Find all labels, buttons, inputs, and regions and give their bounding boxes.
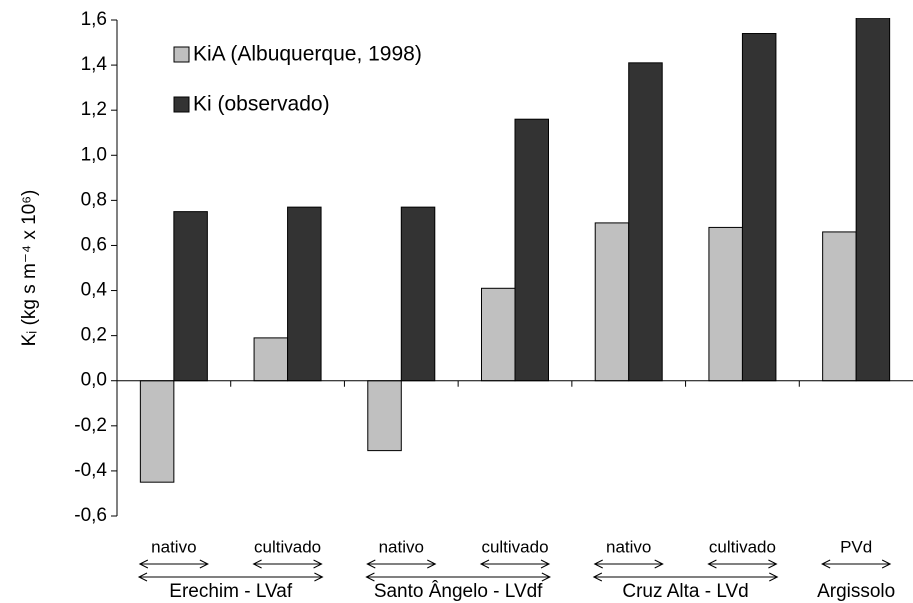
y-tick-label: 1,0 [81, 144, 107, 165]
bar [708, 226, 743, 382]
bar [594, 222, 630, 382]
x-tick-label: PVd [840, 537, 872, 556]
group-label: Argissolo [817, 581, 895, 602]
arrow-head [365, 572, 375, 582]
bar [367, 380, 402, 452]
bar [628, 62, 663, 382]
arrow-head [654, 559, 664, 569]
y-tick-label: 1,4 [81, 54, 108, 75]
arrow-head [137, 572, 148, 582]
arrow-head [769, 572, 779, 582]
group-label: Cruz Alta - LVd [622, 581, 748, 602]
arrow-head [479, 559, 490, 569]
arrow-head [138, 559, 149, 569]
arrow-head [252, 559, 262, 569]
x-tick-label: cultivado [254, 537, 321, 556]
bar [481, 287, 516, 382]
legend-label: KiA (Albuquerque, 1998) [193, 43, 422, 66]
bar [855, 18, 891, 382]
arrow-head [314, 572, 324, 582]
plot-area [139, 18, 891, 483]
bar [822, 231, 857, 382]
y-tick-label: 0,0 [81, 370, 107, 391]
y-tick-label: -0,2 [74, 415, 107, 436]
arrow-head [881, 559, 892, 569]
arrow-head [821, 559, 831, 569]
x-tick-label: nativo [379, 537, 424, 556]
x-tick-label: cultivado [481, 537, 548, 556]
arrow-head [593, 559, 603, 569]
y-tick-label: 0,4 [81, 280, 108, 301]
x-tick-label: nativo [151, 537, 196, 556]
arrow-head [313, 559, 323, 569]
y-tick-label: 1,2 [81, 99, 107, 120]
bar [400, 206, 436, 382]
x-tick-label: nativo [606, 537, 651, 556]
legend-swatch [173, 96, 190, 113]
arrow-head [199, 559, 209, 569]
group-label: Santo Ângelo - LVdf [374, 580, 543, 602]
legend-swatch [173, 46, 190, 63]
y-tick-label: -0,4 [74, 460, 107, 481]
bar [139, 380, 175, 483]
legend-label: Ki (observado) [193, 93, 330, 116]
arrow-head [768, 559, 778, 569]
y-tick-label: 1,6 [81, 9, 107, 30]
y-tick-label: -0,6 [74, 505, 107, 526]
group-label: Erechim - LVaf [169, 581, 293, 602]
arrow-head [541, 572, 551, 582]
bar [514, 118, 549, 382]
y-tick-label: 0,8 [81, 189, 107, 210]
arrow-head [427, 559, 437, 569]
y-tick-label: 0,2 [81, 325, 107, 346]
arrow-head [540, 559, 551, 569]
arrow-head [592, 572, 603, 582]
bar [741, 33, 777, 382]
bar [287, 206, 322, 382]
x-tick-label: cultivado [709, 537, 776, 556]
bar [173, 211, 208, 382]
y-tick-label: 0,6 [81, 234, 107, 255]
bar [253, 337, 289, 382]
arrow-head [366, 559, 376, 569]
y-axis-label: Kᵢ (kg s m⁻⁴ x 10⁶) [19, 190, 40, 347]
arrow-head [707, 559, 717, 569]
